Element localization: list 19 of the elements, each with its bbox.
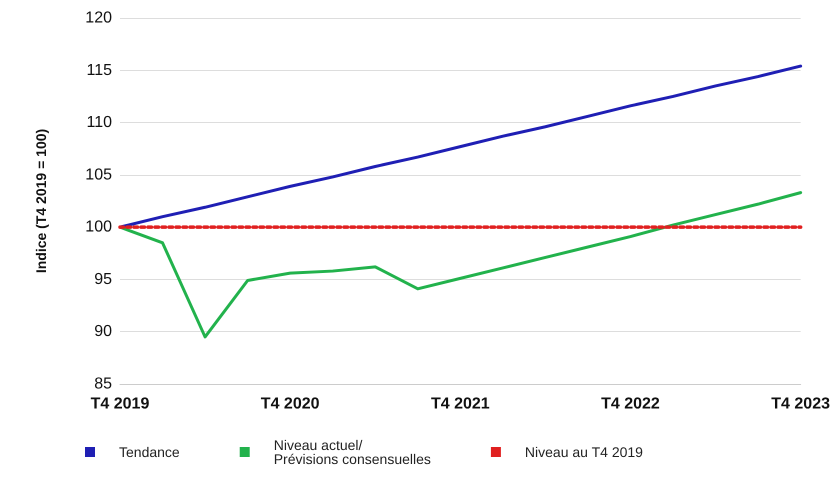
x-tick-label: T4 2021	[430, 396, 490, 412]
x-tick-label: T4 2022	[601, 396, 660, 412]
x-tick-label: T4 2020	[260, 396, 320, 412]
legend-label: Niveau actuel/ Prévisions consensuelles	[274, 437, 431, 467]
y-tick-label: 90	[94, 323, 112, 340]
line-series	[118, 191, 802, 338]
x-tick-label: T4 2019	[90, 396, 150, 412]
y-tick-label: 85	[94, 376, 112, 392]
y-tick-label: 105	[85, 166, 112, 184]
line-series	[118, 64, 802, 229]
x-tick-label: T4 2023	[771, 396, 830, 412]
y-tick-label: 115	[86, 62, 112, 79]
legend-label: Tendance	[119, 444, 180, 460]
legend-label: Niveau au T4 2019	[524, 444, 644, 460]
y-tick-label: 110	[86, 114, 112, 132]
y-tick-label: 100	[85, 218, 112, 236]
y-tick-label: 120	[85, 10, 112, 26]
y-axis-title: Indice (T4 2019 = 100)	[33, 128, 49, 274]
y-tick-label: 95	[94, 270, 112, 288]
